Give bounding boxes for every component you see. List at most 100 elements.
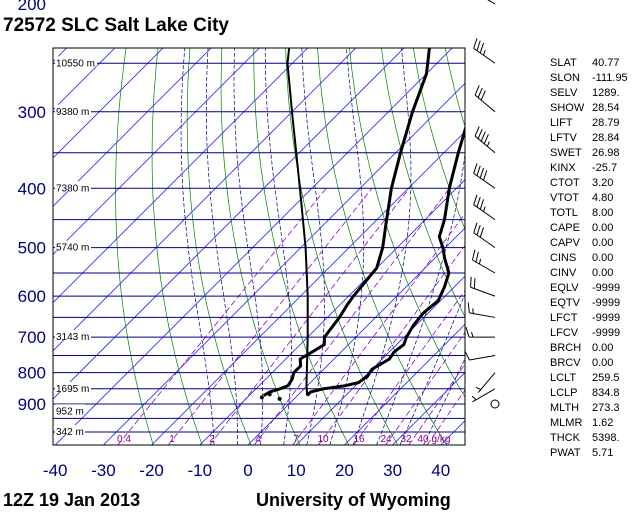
wind-barb-staff bbox=[487, 0, 496, 5]
surface-point bbox=[259, 395, 264, 400]
pressure-tick-label: 800 bbox=[18, 364, 46, 383]
wind-calm-circle bbox=[490, 399, 500, 409]
dry-adiabat-line bbox=[628, 0, 640, 445]
index-value: 3.20 bbox=[592, 177, 613, 189]
indices-panel: SLAT 40.77 SLON -111.95 SELV 1289. SHOW 28.54 LI… bbox=[550, 57, 628, 459]
temperature-tick-label: 30 bbox=[383, 461, 402, 480]
pressure-axis: 100200300400500600700800900 bbox=[18, 0, 46, 414]
index-value: 0.00 bbox=[592, 237, 613, 249]
index-value: 8.00 bbox=[592, 207, 613, 219]
index-key: LCLT bbox=[550, 372, 576, 384]
temperature-tick-label: -30 bbox=[91, 461, 116, 480]
index-value: 4.80 bbox=[592, 192, 613, 204]
pressure-tick-label: 400 bbox=[18, 179, 46, 198]
index-key: LIFT bbox=[550, 117, 573, 129]
index-key: CINV bbox=[550, 267, 577, 279]
dry-adiabat-line bbox=[444, 48, 465, 128]
surface-point bbox=[267, 392, 272, 397]
wind-barb bbox=[473, 163, 496, 189]
footer-credit: University of Wyoming bbox=[256, 490, 451, 510]
wind-barb-half-flag bbox=[478, 258, 482, 265]
wind-barb-flag bbox=[470, 276, 472, 288]
index-value: -9999 bbox=[592, 297, 620, 309]
dry-adiabat-line bbox=[381, 48, 465, 318]
pressure-tick-label: 200 bbox=[18, 0, 46, 14]
mixing-ratio-line bbox=[292, 213, 465, 445]
wind-barb-flag bbox=[473, 278, 476, 289]
mixing-ratio-line bbox=[385, 331, 465, 445]
wind-barb-half-flag bbox=[486, 141, 490, 147]
wind-barb-flag bbox=[480, 131, 486, 142]
dry-adiabat-line bbox=[349, 48, 465, 398]
wind-barb-staff bbox=[472, 259, 496, 274]
dry-adiabat-line bbox=[412, 48, 465, 230]
temperature-tick-label: -40 bbox=[43, 461, 68, 480]
isotherm-line bbox=[53, 48, 212, 207]
isotherms bbox=[53, 48, 465, 445]
wind-barb-flag bbox=[479, 199, 485, 210]
index-key: MLTH bbox=[550, 402, 579, 414]
isotherm-line bbox=[53, 48, 260, 255]
mixing-ratio-line bbox=[117, 188, 327, 445]
isotherm-line bbox=[247, 227, 465, 445]
wind-barb-staff bbox=[473, 204, 496, 221]
dewpoint-profile bbox=[262, 48, 431, 397]
wind-barb-flag bbox=[479, 167, 485, 179]
index-key: EQLV bbox=[550, 282, 579, 294]
wind-barb-staff bbox=[472, 388, 496, 403]
mixing-ratio-label: 0.4 bbox=[117, 434, 131, 445]
wind-barb-half-flag bbox=[475, 386, 482, 390]
wind-barb bbox=[475, 372, 496, 393]
wind-barb bbox=[490, 399, 500, 409]
mixing-ratio-line bbox=[353, 289, 465, 445]
temperature-tick-label: 10 bbox=[287, 461, 306, 480]
height-label-bg bbox=[55, 425, 85, 436]
dry-adiabat-line bbox=[186, 48, 252, 445]
sounding-profiles bbox=[259, 48, 465, 401]
dry-adiabat-line bbox=[220, 48, 301, 445]
isotherm-line bbox=[295, 275, 465, 445]
temperature-tick-label: 0 bbox=[243, 461, 252, 480]
pressure-tick-label: 300 bbox=[18, 103, 46, 122]
isotherm-line bbox=[53, 48, 164, 159]
wind-barb-flag bbox=[464, 350, 470, 361]
index-key: VTOT bbox=[550, 192, 579, 204]
index-key: SELV bbox=[550, 87, 578, 99]
height-label-bg bbox=[55, 104, 91, 115]
mixing-ratio-label: 10 bbox=[317, 434, 329, 445]
mixing-ratio-label: 7 bbox=[293, 434, 299, 445]
wind-barb bbox=[465, 327, 495, 338]
wind-barb bbox=[464, 350, 496, 361]
pressure-tick-label: 700 bbox=[18, 328, 46, 347]
height-label: 342 m bbox=[56, 427, 84, 438]
height-label: 7380 m bbox=[56, 183, 89, 194]
index-key: SHOW bbox=[550, 102, 585, 114]
height-label-bg bbox=[55, 0, 97, 7]
height-label-bg bbox=[55, 240, 91, 251]
wind-barb-flag bbox=[476, 165, 481, 176]
index-value: 834.8 bbox=[592, 387, 620, 399]
index-value: 273.3 bbox=[592, 402, 620, 414]
isotherm-line bbox=[54, 48, 453, 445]
height-label: 1695 m bbox=[56, 384, 89, 395]
wind-barb-staff bbox=[469, 355, 496, 361]
index-value: 0.00 bbox=[592, 222, 613, 234]
wind-barb-half-flag bbox=[483, 50, 486, 56]
index-value: 0.00 bbox=[592, 342, 613, 354]
height-label-bg bbox=[55, 56, 97, 67]
index-value: 5.71 bbox=[592, 447, 613, 459]
dry-adiabat-line bbox=[317, 48, 447, 445]
mixing-ratio-lines bbox=[117, 188, 465, 445]
height-label-bg bbox=[55, 381, 91, 392]
wind-barb bbox=[474, 85, 496, 113]
footer-date: 12Z 19 Jan 2013 bbox=[3, 490, 140, 510]
surface-point bbox=[277, 396, 282, 401]
height-label-bg bbox=[55, 330, 91, 341]
wind-barb-flag bbox=[465, 327, 470, 338]
wind-barb-half-flag bbox=[483, 206, 486, 212]
index-key: CINS bbox=[550, 252, 576, 264]
wind-barb-flag bbox=[473, 194, 478, 205]
wind-barb-staff bbox=[470, 286, 496, 297]
